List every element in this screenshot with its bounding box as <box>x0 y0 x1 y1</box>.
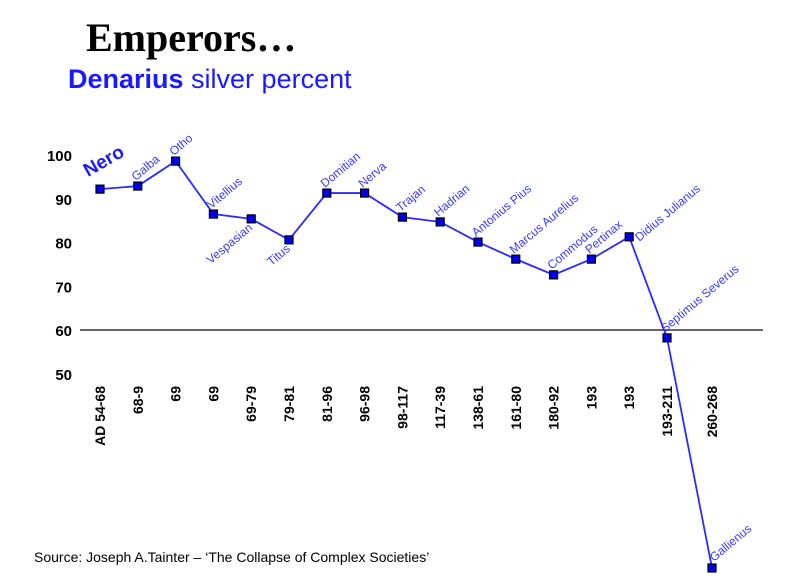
x-tick-label: 98-117 <box>394 386 410 429</box>
x-tick-label: 69-79 <box>243 386 259 422</box>
x-tick-label: 161-80 <box>508 386 524 430</box>
emperor-label: Vespasian <box>204 220 255 266</box>
data-point <box>95 184 105 194</box>
data-point <box>246 214 256 224</box>
x-tick-label: 96-98 <box>357 386 373 422</box>
emperor-label: Otho <box>167 131 196 159</box>
y-tick-label: 70 <box>55 279 72 296</box>
emperor-label: Vitellius <box>204 174 245 211</box>
data-point <box>171 156 181 166</box>
y-tick-label: 90 <box>55 192 72 209</box>
emperor-label: Nerva <box>356 159 390 191</box>
data-point <box>208 209 218 219</box>
data-point <box>548 270 559 280</box>
y-tick-label: 80 <box>55 236 72 253</box>
x-tick-label: AD 54-68 <box>92 386 108 446</box>
emperor-label: Hadrian <box>431 181 472 219</box>
chart-subtitle: Denarius silver percent <box>68 64 352 95</box>
source-note: Source: Joseph A.Tainter – ‘The Collapse… <box>34 549 430 565</box>
emperor-label: Nero <box>80 142 128 182</box>
x-tick-label: 117-39 <box>432 386 448 429</box>
x-tick-label: 193 <box>583 386 599 410</box>
emperor-label: Trajan <box>393 182 428 214</box>
x-tick-label: 260-268 <box>704 386 720 438</box>
data-point <box>360 188 370 198</box>
data-point <box>133 181 143 191</box>
data-point <box>397 212 407 222</box>
x-tick-label: 193 <box>621 386 637 410</box>
x-tick-label: 69 <box>168 386 184 402</box>
data-point <box>624 232 634 242</box>
y-tick-label: 50 <box>55 367 72 384</box>
emperor-label: Gallienus <box>707 521 754 564</box>
y-tick-label: 60 <box>55 323 72 340</box>
x-tick-label: 138-61 <box>470 386 486 430</box>
series-line <box>99 159 713 569</box>
y-tick-label: 100 <box>47 148 72 165</box>
data-point <box>322 188 332 198</box>
data-point <box>586 254 597 264</box>
data-point <box>284 235 294 245</box>
emperor-label: Galba <box>129 152 163 184</box>
emperor-label: Titus <box>264 241 293 268</box>
emperor-label: Septimus Severus <box>658 262 742 335</box>
data-point <box>511 254 521 264</box>
data-point <box>662 333 672 343</box>
x-tick-label: 69 <box>205 386 221 402</box>
data-point <box>707 563 717 573</box>
emperor-label: Didius Julianus <box>632 182 703 245</box>
x-tick-label: 68-9 <box>130 386 146 414</box>
data-point <box>473 237 483 247</box>
x-tick-label: 81-96 <box>319 386 335 422</box>
data-point <box>435 217 445 227</box>
page-title: Emperors… <box>86 15 297 60</box>
x-tick-label: 79-81 <box>281 386 297 422</box>
subtitle-rest: silver percent <box>183 64 352 94</box>
emperor-label: Domitian <box>318 149 363 190</box>
x-tick-label: 193-211 <box>659 386 675 437</box>
subtitle-denarius: Denarius <box>68 64 184 94</box>
x-tick-label: 180-92 <box>546 386 562 430</box>
